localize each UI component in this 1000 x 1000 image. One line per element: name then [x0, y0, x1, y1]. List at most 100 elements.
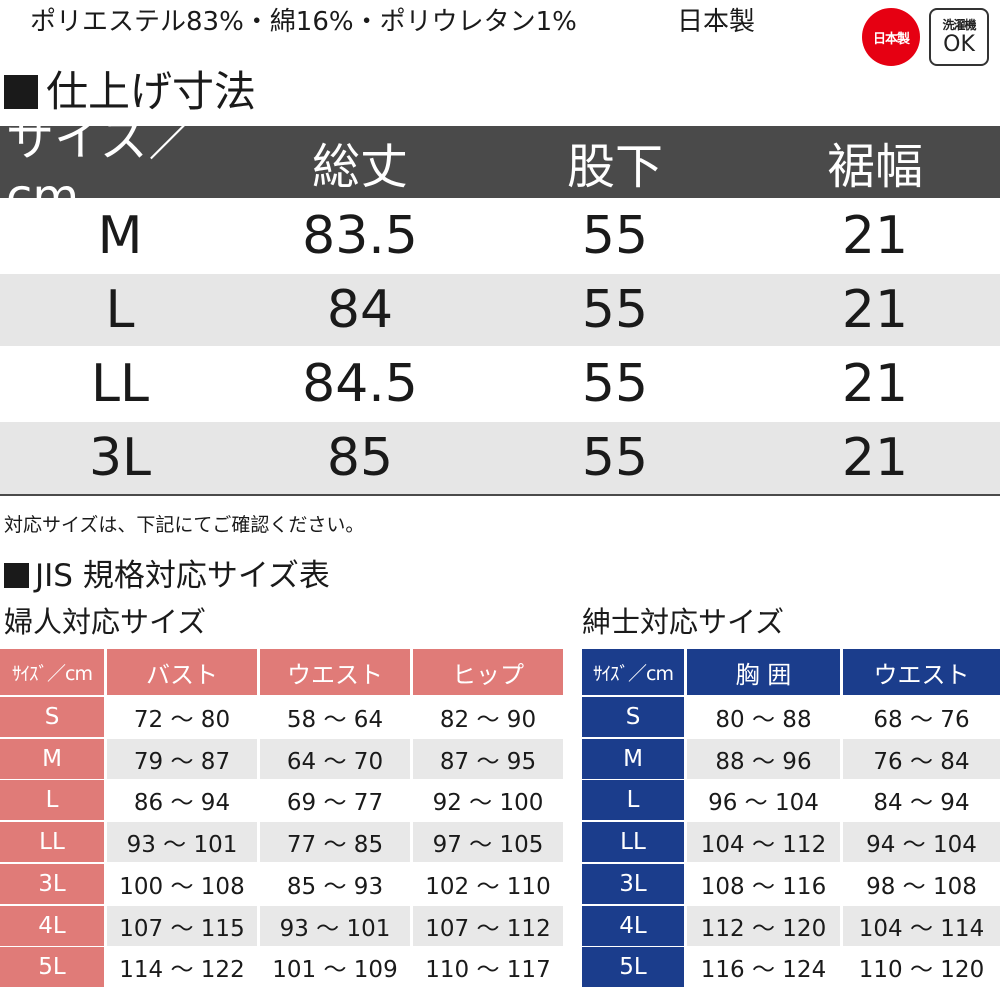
cell-inseam: 55 — [581, 206, 649, 266]
cell-size: LL — [91, 354, 149, 414]
women-table-row: 3L 100 〜 108 85 〜 93 102 〜 110 — [0, 863, 566, 904]
women-range-cell: 101 〜 109 — [272, 957, 398, 984]
men-range-cell: 80 〜 88 — [715, 707, 812, 733]
finished-size-row: L 84 55 21 — [0, 274, 1000, 346]
header-hem-width: 裾幅 — [826, 139, 923, 195]
women-range-cell: 102 〜 110 — [425, 873, 551, 900]
made-in-japan-badge: 日本製 — [862, 8, 920, 66]
women-table-header: ｻｲｽﾞ／cm バスト ウエスト ヒップ — [0, 649, 566, 695]
cell-hem-width: 21 — [841, 280, 909, 340]
women-range-cell: 114 〜 122 — [119, 957, 245, 984]
men-range-cell: 116 〜 124 — [700, 957, 827, 984]
cell-total-length: 85 — [326, 428, 394, 488]
cell-total-length: 83.5 — [302, 206, 418, 266]
ok-label: OK — [943, 32, 975, 57]
men-range-cell: 98 〜 108 — [866, 873, 977, 900]
women-range-cell: 86 〜 94 — [133, 790, 231, 817]
women-table-row: 5L 114 〜 122 101 〜 109 110 〜 117 — [0, 947, 566, 988]
women-range-cell: 85 〜 93 — [286, 873, 384, 900]
women-range-cell: 100 〜 108 — [119, 873, 245, 900]
women-size-label: M — [0, 738, 104, 779]
women-size-label: L — [0, 780, 104, 821]
women-range-cell: 69 〜 77 — [286, 790, 384, 817]
men-header-cell: 胸 囲 — [687, 649, 840, 695]
women-range-cell: 107 〜 112 — [413, 905, 563, 946]
washable-label: 洗濯機 — [942, 18, 976, 32]
finished-size-heading: 仕上げ寸法 — [4, 66, 256, 118]
women-range-cell: 82 〜 90 — [439, 707, 537, 733]
material-composition: ポリエステル83%・綿16%・ポリウレタン1% — [30, 7, 577, 37]
washing-machine-ok-badge: 洗濯機 OK — [929, 8, 989, 66]
men-size-label: 4L — [582, 905, 684, 946]
header-total-length: 総丈 — [311, 139, 408, 195]
women-size-label: 5L — [0, 947, 104, 988]
women-range-cell: 87 〜 95 — [413, 738, 563, 779]
men-table-row: S 80 〜 88 68 〜 76 — [582, 697, 1000, 737]
women-table-row: LL 93 〜 101 77 〜 85 97 〜 105 — [0, 822, 566, 863]
cell-inseam: 55 — [581, 280, 649, 340]
men-table-row: LL 104 〜 112 94 〜 104 — [582, 822, 1000, 863]
jis-heading-text: JIS 規格対応サイズ表 — [35, 558, 330, 594]
women-size-title: 婦人対応サイズ — [4, 605, 207, 639]
men-range-cell: 112 〜 120 — [687, 905, 840, 946]
women-size-label: 3L — [0, 863, 104, 904]
women-range-cell: 79 〜 87 — [107, 738, 257, 779]
men-header-cell: ｻｲｽﾞ／cm — [582, 649, 684, 695]
cell-size: M — [97, 206, 143, 266]
table-bottom-rule — [0, 494, 1000, 496]
header-inseam: 股下 — [566, 139, 663, 195]
men-table-row: L 96 〜 104 84 〜 94 — [582, 780, 1000, 821]
women-header-cell: ｻｲｽﾞ／cm — [0, 649, 104, 695]
finished-size-heading-text: 仕上げ寸法 — [46, 67, 257, 116]
men-range-cell: 94 〜 104 — [843, 822, 1000, 863]
cell-inseam: 55 — [581, 428, 649, 488]
men-range-cell: 110 〜 120 — [858, 957, 985, 984]
women-header-cell: ウエスト — [260, 649, 410, 695]
men-range-cell: 104 〜 112 — [687, 822, 840, 863]
finished-size-row: 3L 85 55 21 — [0, 422, 1000, 494]
men-header-cell: ウエスト — [843, 649, 1000, 695]
women-range-cell: 64 〜 70 — [260, 738, 410, 779]
women-range-cell: 92 〜 100 — [432, 790, 544, 817]
size-note: 対応サイズは、下記にてご確認ください。 — [4, 514, 365, 536]
women-range-cell: 93 〜 101 — [107, 822, 257, 863]
men-table-row: 3L 108 〜 116 98 〜 108 — [582, 863, 1000, 904]
women-header-cell: バスト — [107, 649, 257, 695]
men-size-label: LL — [582, 822, 684, 863]
men-range-cell: 108 〜 116 — [700, 873, 827, 900]
finished-size-table-header: サイズ／cm 総丈 股下 裾幅 — [0, 111, 1000, 225]
men-size-label: S — [582, 697, 684, 737]
women-table-row: M 79 〜 87 64 〜 70 87 〜 95 — [0, 738, 566, 779]
women-table-row: S 72 〜 80 58 〜 64 82 〜 90 — [0, 697, 566, 737]
men-size-title: 紳士対応サイズ — [582, 605, 785, 639]
women-range-cell: 107 〜 115 — [107, 905, 257, 946]
cell-inseam: 55 — [581, 354, 649, 414]
men-range-cell: 76 〜 84 — [843, 738, 1000, 779]
men-size-label: M — [582, 738, 684, 779]
women-table-row: L 86 〜 94 69 〜 77 92 〜 100 — [0, 780, 566, 821]
men-range-cell: 104 〜 114 — [843, 905, 1000, 946]
men-range-cell: 68 〜 76 — [873, 707, 970, 733]
women-size-label: 4L — [0, 905, 104, 946]
women-table-row: 4L 107 〜 115 93 〜 101 107 〜 112 — [0, 905, 566, 946]
men-table-row: 4L 112 〜 120 104 〜 114 — [582, 905, 1000, 946]
men-size-label: L — [582, 780, 684, 821]
finished-size-row: LL 84.5 55 21 — [0, 348, 1000, 420]
header-size: サイズ／cm — [6, 111, 197, 225]
women-range-cell: 72 〜 80 — [133, 707, 231, 733]
country-of-origin: 日本製 — [677, 7, 756, 37]
jis-heading: JIS 規格対応サイズ表 — [4, 556, 330, 596]
men-range-cell: 88 〜 96 — [687, 738, 840, 779]
women-range-cell: 93 〜 101 — [260, 905, 410, 946]
women-range-cell: 97 〜 105 — [413, 822, 563, 863]
women-size-label: S — [0, 697, 104, 737]
women-range-cell: 110 〜 117 — [425, 957, 551, 984]
men-range-cell: 96 〜 104 — [708, 790, 819, 817]
women-range-cell: 77 〜 85 — [260, 822, 410, 863]
cell-hem-width: 21 — [841, 428, 909, 488]
cell-size: L — [105, 280, 135, 340]
men-table-row: M 88 〜 96 76 〜 84 — [582, 738, 1000, 779]
cell-hem-width: 21 — [841, 354, 909, 414]
men-range-cell: 84 〜 94 — [873, 790, 970, 817]
men-size-label: 3L — [582, 863, 684, 904]
